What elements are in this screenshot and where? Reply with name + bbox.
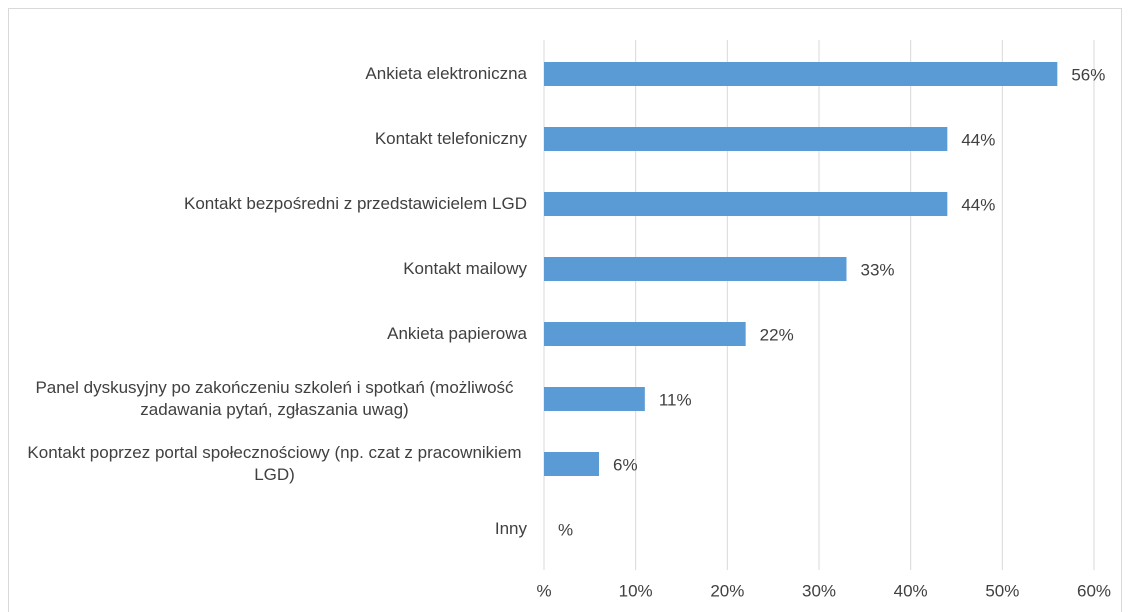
x-tick-label: 10% [619,581,653,600]
bar [544,257,847,281]
x-tick-label: 20% [710,581,744,600]
bar [544,127,948,151]
bar [544,452,599,476]
y-tick-label: Kontakt telefoniczny [374,129,527,148]
category-label-box: Inny [7,518,527,540]
category-label-box: Kontakt telefoniczny [7,128,527,150]
y-tick-label: Ankieta papierowa [387,324,527,343]
data-label: 44% [961,195,995,214]
category-label-box: Kontakt mailowy [7,258,527,280]
bar [544,387,645,411]
data-label: % [558,520,573,539]
category-label-box: Ankieta elektroniczna [7,63,527,85]
category-label-box: Panel dyskusyjny po zakończeniu szkoleń … [7,377,527,421]
x-tick-label: 40% [894,581,928,600]
bar [544,322,746,346]
data-label: 33% [861,260,895,279]
bar [544,192,948,216]
x-tick-label: % [536,581,551,600]
y-tick-label: Kontakt poprzez portal społecznościowy (… [27,443,522,484]
category-label-box: Kontakt bezpośredni z przedstawicielem L… [7,193,527,215]
x-tick-label: 30% [802,581,836,600]
data-label: 56% [1071,65,1105,84]
chart-border [8,8,1122,612]
data-label: 6% [613,455,638,474]
category-label-box: Kontakt poprzez portal społecznościowy (… [7,442,527,486]
data-label: 44% [961,130,995,149]
data-label: 11% [659,390,692,409]
y-tick-label: Kontakt mailowy [403,259,527,278]
y-tick-label: Panel dyskusyjny po zakończeniu szkoleń … [35,378,514,419]
y-tick-label: Inny [494,519,527,538]
x-tick-label: 60% [1077,581,1111,600]
y-tick-label: Kontakt bezpośredni z przedstawicielem L… [184,194,527,213]
y-tick-label: Ankieta elektroniczna [365,64,527,83]
category-label-box: Ankieta papierowa [7,323,527,345]
bar [544,62,1058,86]
x-tick-label: 50% [985,581,1019,600]
data-label: 22% [760,325,794,344]
